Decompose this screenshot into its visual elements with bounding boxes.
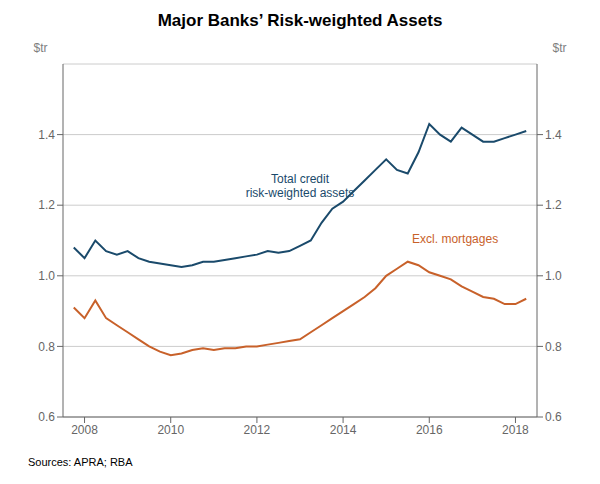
svg-text:0.6: 0.6	[545, 410, 562, 424]
html-text:Major Banks’ Risk-weighted Ass: Major Banks’ Risk-weighted Assets	[157, 11, 443, 30]
svg-text:0.6: 0.6	[38, 410, 55, 424]
svg-text:2010: 2010	[157, 423, 184, 437]
svg-text:1.4: 1.4	[38, 128, 55, 142]
svg-text:2012: 2012	[244, 423, 271, 437]
svg-text:1.0: 1.0	[38, 269, 55, 283]
svg-text:1.4: 1.4	[545, 128, 562, 142]
svg-text:Excl. mortgages: Excl. mortgages	[412, 232, 498, 246]
svg-text:2018: 2018	[502, 423, 529, 437]
svg-text:1.2: 1.2	[38, 198, 55, 212]
svg-text:0.8: 0.8	[545, 340, 562, 354]
svg-text:$tr: $tr	[552, 41, 566, 55]
svg-text:2014: 2014	[330, 423, 357, 437]
svg-text:1.2: 1.2	[545, 198, 562, 212]
svg-text:Total creditrisk-weighted asse: Total creditrisk-weighted assets	[246, 172, 355, 200]
svg-text:2016: 2016	[416, 423, 443, 437]
svg-text:2008: 2008	[71, 423, 98, 437]
html-text:Sources: APRA; RBA: Sources: APRA; RBA	[28, 456, 133, 468]
svg-text:0.8: 0.8	[38, 340, 55, 354]
svg-text:1.0: 1.0	[545, 269, 562, 283]
svg-text:$tr: $tr	[33, 41, 47, 55]
